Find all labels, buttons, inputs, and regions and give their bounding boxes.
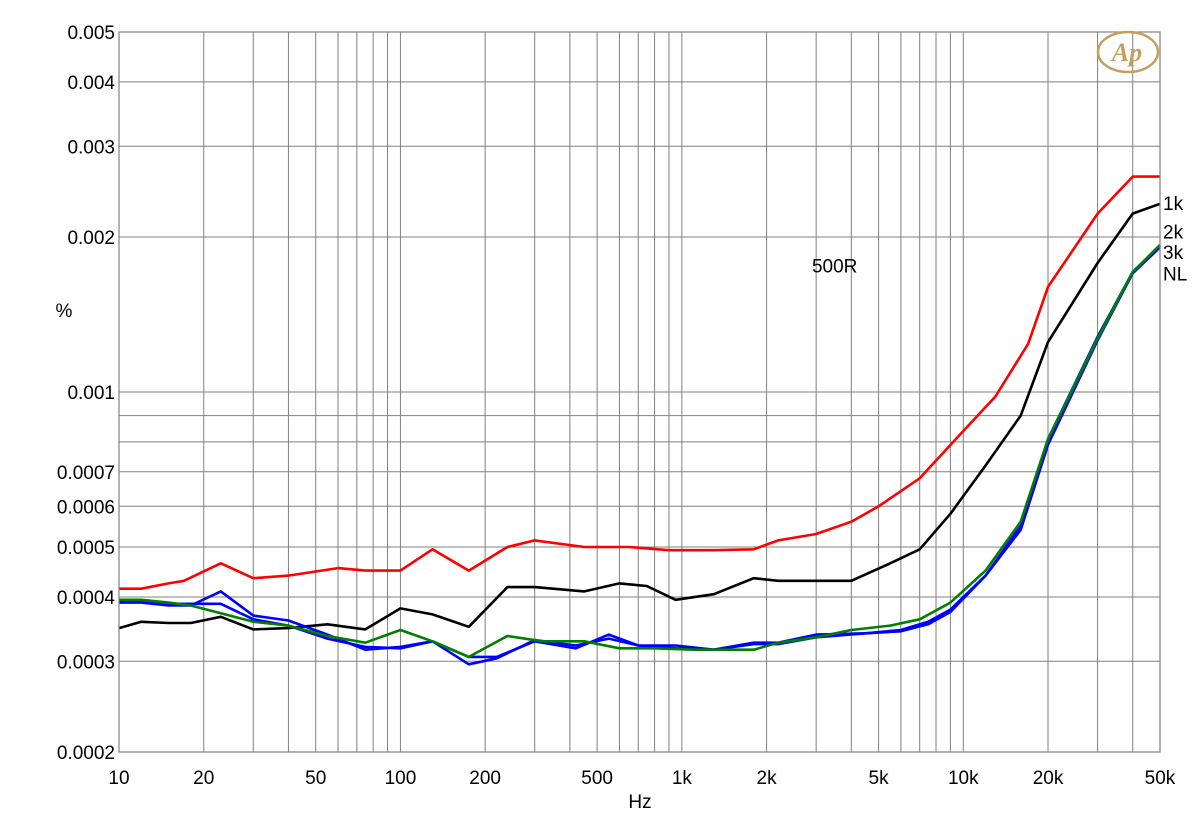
y-tick-label: 0.0002 <box>57 743 115 764</box>
x-tick-label: 500 <box>581 768 613 789</box>
plot-frame <box>118 31 1161 753</box>
x-tick-label: 10 <box>108 768 129 789</box>
y-tick-label: 0.001 <box>67 383 115 404</box>
series-label-500r: 500R <box>812 257 857 278</box>
grid-lines <box>119 32 1160 752</box>
y-tick-label: 0.005 <box>67 23 115 44</box>
series-lines <box>118 175 1161 666</box>
y-tick-label: 0.0003 <box>57 652 115 673</box>
x-tick-label: 1k <box>672 768 693 789</box>
x-axis-ticks: 10 20 50 100 200 500 1k 2k 5k 10k 20k 50k <box>108 768 1175 789</box>
series-line-1k <box>118 202 1161 631</box>
y-axis-ticks: 0.005 0.004 0.003 0.002 0.001 0.0007 0.0006 0.0… <box>57 23 116 764</box>
ap-logo: Ap <box>1096 30 1160 74</box>
y-tick-label: 0.002 <box>67 228 115 249</box>
x-tick-label: 20 <box>193 768 214 789</box>
x-tick-label: 2k <box>757 768 778 789</box>
x-tick-label: 5k <box>869 768 890 789</box>
x-tick-label: 10k <box>948 768 979 789</box>
y-tick-label: 0.0007 <box>57 463 115 484</box>
series-label-3k: 3k <box>1163 243 1184 264</box>
series-label-1k: 1k <box>1163 194 1184 215</box>
y-tick-label: 0.0005 <box>57 538 115 559</box>
series-line-500r <box>119 175 1160 591</box>
y-tick-label: 0.0004 <box>57 588 116 609</box>
ap-logo-text: Ap <box>1110 38 1142 67</box>
series-line-3k <box>119 246 1161 666</box>
series-line-2k <box>119 245 1161 659</box>
y-tick-label: 0.004 <box>67 73 115 94</box>
x-axis-label: Hz <box>628 792 651 813</box>
x-tick-label: 200 <box>469 768 501 789</box>
series-label-nl: NL <box>1163 264 1187 285</box>
y-tick-label: 0.0006 <box>57 497 115 518</box>
x-tick-label: 100 <box>385 768 417 789</box>
y-tick-label: 0.003 <box>67 137 115 158</box>
series-line-nl <box>119 243 1161 659</box>
x-tick-label: 50 <box>305 768 326 789</box>
y-axis-label: % <box>56 301 73 322</box>
x-tick-label: 20k <box>1033 768 1064 789</box>
x-tick-label: 50k <box>1145 768 1176 789</box>
series-label-2k: 2k <box>1163 222 1184 243</box>
